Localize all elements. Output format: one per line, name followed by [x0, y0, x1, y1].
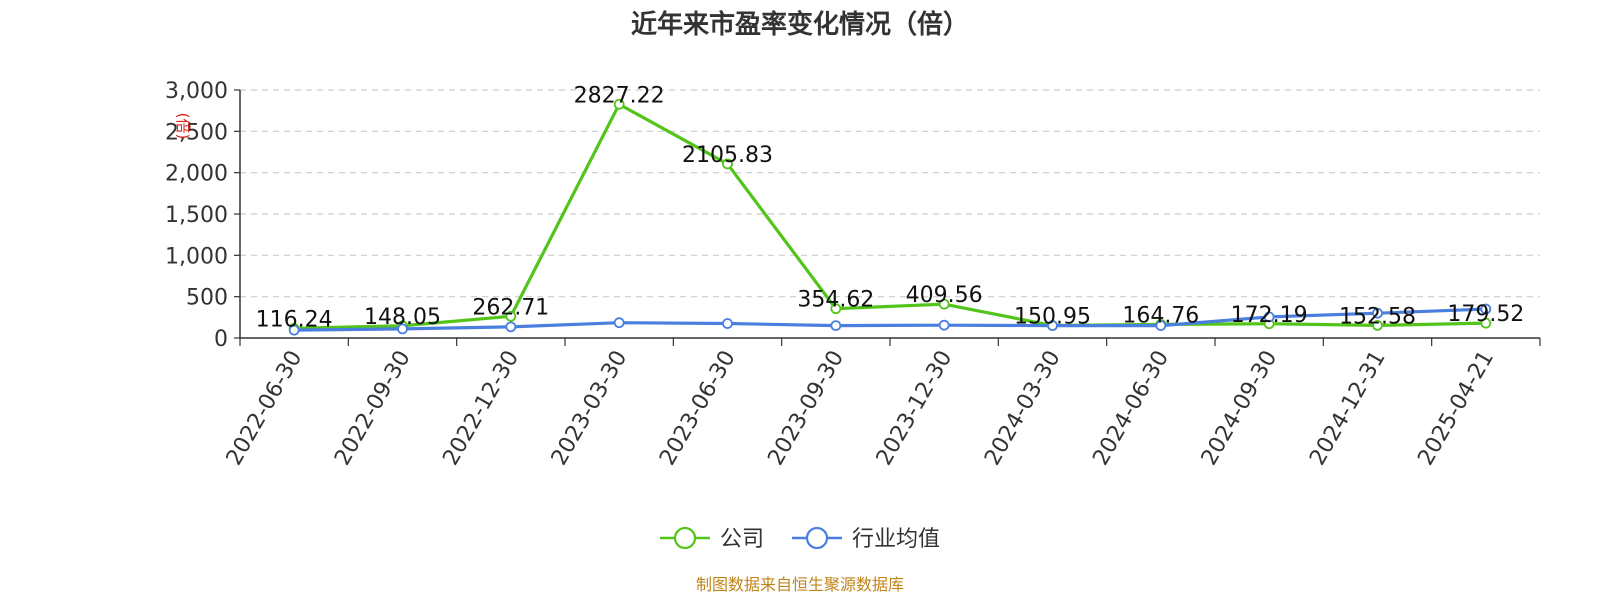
data-label: 2105.83: [682, 143, 773, 168]
data-labels: 116.24 148.05 262.71 2827.22 2105.83 354.62 40…: [256, 83, 1525, 332]
data-label: 179.52: [1447, 302, 1524, 327]
data-label: 172.19: [1231, 303, 1308, 328]
data-point-0: [1372, 319, 1383, 331]
data-point-0: [613, 98, 625, 110]
source-note: 制图数据来自恒生聚源数据库: [696, 575, 904, 594]
data-point-1: [288, 324, 300, 336]
data-label: 262.71: [472, 295, 549, 320]
series-lines: [288, 98, 1492, 336]
x-tick-label: 2023-12-30: [872, 347, 958, 470]
y-tick-label: 2,500: [165, 120, 228, 145]
data-label: 152.58: [1339, 304, 1416, 329]
data-label: 150.95: [1014, 305, 1091, 330]
data-label: 409.56: [906, 283, 983, 308]
legend-marker-0: [673, 526, 697, 550]
chart-title: 近年来市盈率变化情况（倍）: [631, 9, 969, 40]
data-point-0: [938, 298, 950, 310]
legend-label-0: 公司: [720, 527, 764, 552]
x-tick-label: 2024-06-30: [1088, 347, 1174, 470]
legend: 公司 行业均值: [660, 526, 940, 552]
x-tick-label: 2022-06-30: [222, 347, 308, 470]
x-tick-label: 2022-12-30: [438, 347, 524, 470]
data-point-1: [938, 319, 950, 331]
x-tick-label: 2024-09-30: [1197, 347, 1283, 470]
data-label: 116.24: [256, 307, 333, 332]
y-tick-label: 1,500: [165, 203, 228, 228]
series-line-1: [294, 307, 1486, 332]
legend-label-1: 行业均值: [852, 527, 940, 552]
data-point-0: [1480, 317, 1492, 329]
data-label: 148.05: [364, 305, 441, 330]
data-point-1: [1263, 311, 1275, 323]
data-point-1: [1047, 320, 1058, 332]
data-point-0: [830, 303, 842, 315]
series-line-0: [294, 102, 1486, 330]
x-tick-label: 2022-09-30: [330, 347, 416, 470]
data-label: 354.62: [797, 288, 874, 313]
y-tick-label: 3,000: [165, 79, 228, 104]
x-tick-label: 2023-03-30: [547, 347, 633, 470]
data-point-1: [1155, 320, 1167, 332]
data-point-1: [722, 318, 733, 329]
legend-marker-1: [805, 526, 829, 550]
data-point-1: [1372, 307, 1383, 319]
data-point-0: [505, 310, 517, 322]
data-point-1: [830, 320, 842, 332]
y-tick-label: 0: [214, 327, 228, 352]
y-tick-label: 1,000: [165, 244, 228, 269]
x-tick-label: 2024-03-30: [980, 347, 1066, 470]
data-point-1: [1480, 303, 1492, 315]
x-tick-label: 2023-09-30: [763, 347, 849, 470]
x-tick-label: 2023-06-30: [655, 347, 741, 470]
x-tick-label: 2024-12-31: [1305, 347, 1391, 470]
x-tick-label: 2025-04-21: [1413, 347, 1499, 470]
y-tick-label: 2,000: [165, 162, 228, 187]
data-point-1: [613, 317, 625, 329]
grid-lines: [240, 89, 1540, 298]
y-tick-label: 500: [186, 286, 228, 311]
data-label: 164.76: [1122, 303, 1199, 328]
data-point-1: [397, 323, 408, 335]
axes: 0 500 1,000 1,500 2,000 2,500 3,000 2022-06-30 2…: [165, 79, 1541, 470]
y-unit-stamp: (倍): [174, 113, 192, 140]
data-label: 2827.22: [574, 83, 665, 108]
data-point-1: [505, 321, 517, 333]
data-point-0: [722, 158, 733, 170]
